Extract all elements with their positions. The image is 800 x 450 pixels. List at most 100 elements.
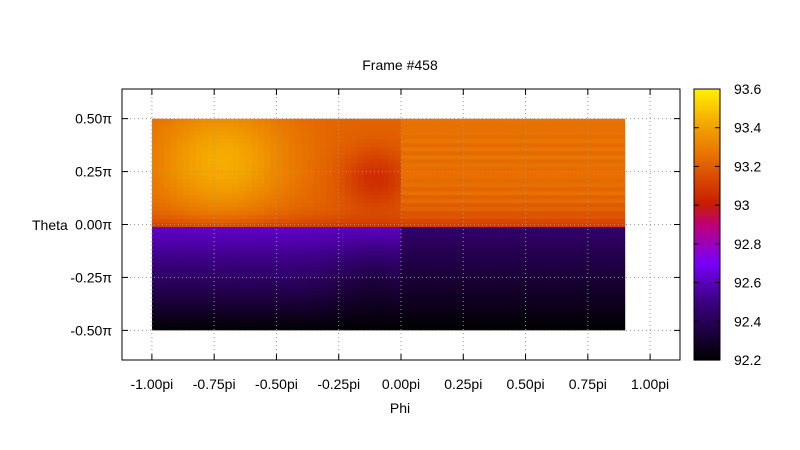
heatmap-cell — [307, 278, 315, 284]
heatmap-cell — [525, 122, 533, 128]
heatmap-cell — [407, 162, 415, 168]
heatmap-cell — [226, 182, 234, 188]
heatmap-cell — [332, 178, 340, 184]
heatmap-cell — [195, 278, 203, 284]
heatmap-cell — [494, 298, 502, 303]
heatmap-cell — [320, 234, 327, 240]
heatmap-cell — [338, 226, 346, 232]
heatmap-cell — [170, 122, 178, 128]
heatmap-cell — [488, 170, 496, 176]
heatmap-cell — [525, 174, 533, 180]
heatmap-cell — [257, 322, 265, 327]
heatmap-cell — [481, 238, 489, 244]
heatmap-cell — [214, 198, 221, 204]
heatmap-cell — [239, 166, 246, 172]
heatmap-cell — [170, 298, 178, 303]
heatmap-cell — [469, 130, 477, 136]
heatmap-cell — [245, 298, 253, 303]
heatmap-cell — [538, 250, 545, 256]
heatmap-cell — [388, 318, 396, 323]
heatmap-cell — [357, 286, 365, 292]
heatmap-cell — [251, 290, 259, 295]
heatmap-cell — [612, 286, 620, 292]
heatmap-cell — [376, 318, 383, 323]
heatmap-cell — [263, 254, 271, 260]
heatmap-cell — [457, 142, 464, 148]
heatmap-cell — [207, 242, 215, 248]
heatmap-cell — [432, 210, 439, 216]
heatmap-cell — [407, 126, 415, 132]
heatmap-cell — [245, 318, 253, 323]
heatmap-cell — [382, 318, 390, 323]
heatmap-cell — [606, 322, 614, 327]
heatmap-cell — [270, 138, 278, 144]
heatmap-cell — [207, 322, 215, 327]
heatmap-cell — [176, 250, 184, 256]
heatmap-cell — [475, 286, 483, 292]
heatmap-cell — [301, 238, 309, 244]
heatmap-cell — [288, 206, 296, 212]
heatmap-cell — [245, 262, 253, 268]
heatmap-cell — [538, 170, 545, 176]
heatmap-cell — [606, 182, 614, 188]
heatmap-cell — [481, 134, 489, 140]
heatmap-cell — [344, 138, 352, 144]
heatmap-cell — [313, 282, 321, 288]
heatmap-cell — [550, 210, 558, 216]
heatmap-cell — [463, 322, 471, 327]
heatmap-cell — [519, 198, 527, 204]
colorbar-swatch — [694, 139, 720, 142]
heatmap-cell — [189, 226, 197, 232]
heatmap-cell — [170, 178, 178, 184]
heatmap-cell — [332, 262, 340, 268]
heatmap-cell — [569, 214, 576, 220]
heatmap-cell — [326, 118, 334, 124]
heatmap-cell — [151, 126, 159, 132]
heatmap-cell — [201, 142, 209, 148]
heatmap-cell — [307, 130, 315, 136]
heatmap-cell — [207, 262, 215, 268]
heatmap-cell — [369, 130, 377, 136]
heatmap-cell — [562, 190, 570, 196]
heatmap-cell — [151, 214, 159, 220]
heatmap-cell — [450, 142, 458, 148]
heatmap-cell — [444, 154, 452, 160]
heatmap-cell — [513, 150, 520, 156]
heatmap-cell — [320, 254, 327, 260]
heatmap-cell — [251, 130, 259, 136]
heatmap-cell — [500, 286, 508, 292]
heatmap-cell — [587, 230, 595, 236]
heatmap-cell — [500, 154, 508, 160]
heatmap-cell — [151, 234, 159, 240]
heatmap-cell — [288, 158, 296, 164]
heatmap-cell — [263, 274, 271, 280]
heatmap-cell — [457, 146, 464, 152]
heatmap-cell — [525, 218, 533, 224]
heatmap-cell — [220, 282, 228, 288]
heatmap-cell — [232, 194, 240, 200]
heatmap-cell — [432, 122, 439, 128]
heatmap-cell — [295, 186, 302, 192]
heatmap-cell — [531, 170, 539, 176]
colorbar-swatch — [694, 191, 720, 194]
heatmap-cell — [481, 270, 489, 276]
heatmap-cell — [587, 130, 595, 136]
heatmap-cell — [376, 258, 383, 264]
colorbar-swatch — [694, 189, 720, 192]
heatmap-cell — [201, 150, 209, 156]
heatmap-cell — [401, 242, 408, 248]
heatmap-cell — [245, 286, 253, 292]
heatmap-cell — [313, 322, 321, 327]
heatmap-cell — [351, 318, 359, 323]
heatmap-cell — [612, 214, 620, 220]
heatmap-cell — [444, 290, 452, 295]
heatmap-cell — [226, 262, 234, 268]
heatmap-cell — [257, 134, 265, 140]
heatmap-cell — [500, 222, 508, 228]
heatmap-cell — [612, 298, 620, 303]
heatmap-cell — [612, 302, 620, 307]
heatmap-cell — [338, 266, 346, 272]
heatmap-cell — [344, 302, 352, 307]
heatmap-cell — [463, 250, 471, 256]
heatmap-cell — [326, 162, 334, 168]
